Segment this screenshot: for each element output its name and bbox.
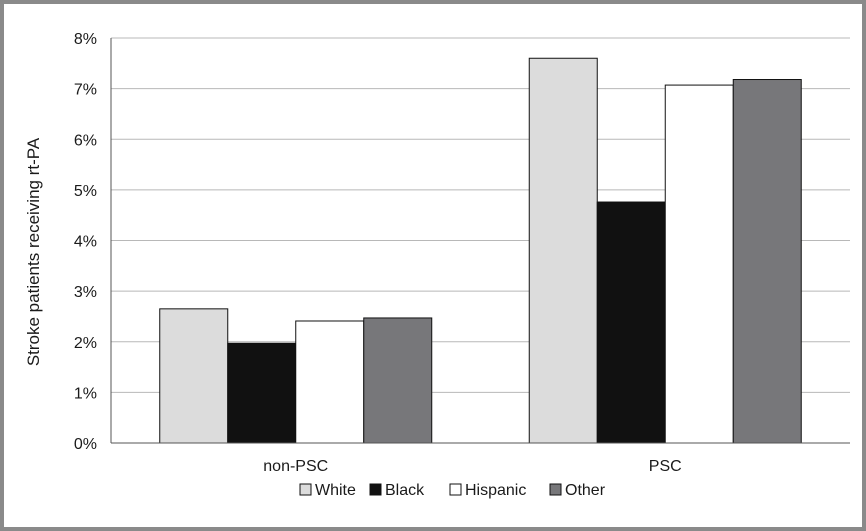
y-tick-label: 4% [74, 234, 97, 251]
x-tick-label: PSC [649, 458, 682, 475]
legend-swatch-hispanic [449, 483, 462, 496]
bar-hispanic-psc [664, 84, 734, 444]
bar-other-psc [732, 79, 802, 444]
legend-swatch-black [369, 483, 382, 496]
x-tick-labels: non-PSC PSC [263, 458, 681, 475]
legend-label-hispanic: Hispanic [465, 482, 526, 499]
bar-other-non-psc [363, 317, 433, 444]
gridlines [111, 37, 850, 393]
legend-swatch-white [299, 483, 312, 496]
y-tick-label: 5% [74, 183, 97, 200]
y-tick-label: 0% [74, 436, 97, 453]
y-tick-label: 6% [74, 132, 97, 149]
bar-black-psc [596, 201, 666, 444]
y-tick-label: 2% [74, 335, 97, 352]
y-axis-label: Stroke patients receiving rt-PA [24, 137, 43, 366]
axes [110, 38, 850, 444]
y-tick-label: 7% [74, 82, 97, 99]
x-tick-label: non-PSC [263, 458, 328, 475]
bar-chart: 0% 1% 2% 3% 4% 5% 6% 7% 8% non-PSC PSC Stroke pat… [24, 31, 850, 499]
y-tick-label: 8% [74, 31, 97, 48]
bar-black-non-psc [227, 342, 297, 444]
bar-white-psc [528, 57, 598, 444]
legend-label-white: White [315, 482, 356, 499]
legend-label-black: Black [385, 482, 425, 499]
bar-hispanic-non-psc [295, 320, 365, 444]
legend-label-other: Other [565, 482, 606, 499]
legend-swatch-other [549, 483, 562, 496]
y-tick-labels: 0% 1% 2% 3% 4% 5% 6% 7% 8% [74, 31, 97, 453]
bar-white-non-psc [159, 308, 229, 444]
legend: White Black Hispanic Other [299, 482, 606, 499]
y-tick-label: 3% [74, 284, 97, 301]
bars [159, 57, 802, 444]
y-tick-label: 1% [74, 385, 97, 402]
